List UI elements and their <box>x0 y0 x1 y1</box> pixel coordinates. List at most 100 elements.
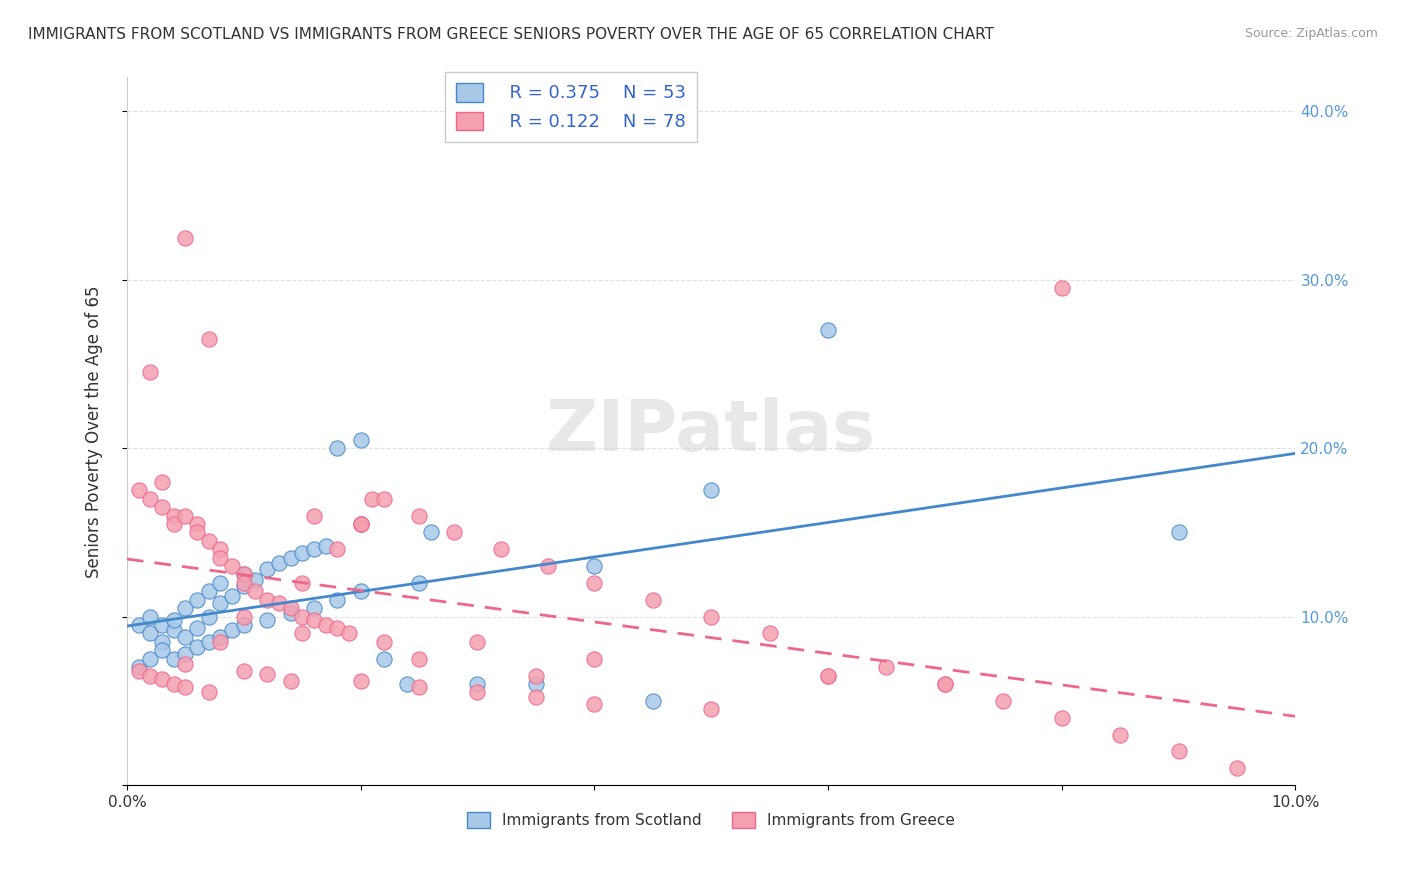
Point <box>524 690 547 705</box>
Point <box>221 590 243 604</box>
Point <box>302 508 325 523</box>
Point <box>197 332 219 346</box>
Point <box>174 601 197 615</box>
Point <box>139 626 162 640</box>
Point <box>163 508 186 523</box>
Point <box>373 491 395 506</box>
Point <box>163 516 186 531</box>
Point <box>232 664 254 678</box>
Point <box>326 592 349 607</box>
Point <box>641 694 664 708</box>
Point <box>326 441 349 455</box>
Point <box>197 635 219 649</box>
Text: Source: ZipAtlas.com: Source: ZipAtlas.com <box>1244 27 1378 40</box>
Point <box>408 681 430 695</box>
Point <box>443 525 465 540</box>
Point <box>1109 727 1132 741</box>
Point <box>232 567 254 582</box>
Point <box>186 525 208 540</box>
Point <box>315 618 337 632</box>
Point <box>396 677 419 691</box>
Point <box>291 545 314 559</box>
Point <box>302 613 325 627</box>
Point <box>256 666 278 681</box>
Point <box>163 651 186 665</box>
Point <box>150 475 173 489</box>
Point <box>349 433 371 447</box>
Point <box>128 664 150 678</box>
Point <box>128 618 150 632</box>
Point <box>139 491 162 506</box>
Point <box>291 575 314 590</box>
Point <box>993 694 1015 708</box>
Point <box>128 483 150 498</box>
Point <box>1167 744 1189 758</box>
Point <box>128 660 150 674</box>
Point <box>267 596 290 610</box>
Point <box>256 592 278 607</box>
Point <box>186 621 208 635</box>
Point <box>1167 525 1189 540</box>
Point <box>221 559 243 574</box>
Point <box>232 609 254 624</box>
Point <box>349 516 371 531</box>
Point <box>280 550 302 565</box>
Y-axis label: Seniors Poverty Over the Age of 65: Seniors Poverty Over the Age of 65 <box>86 285 103 577</box>
Point <box>1050 711 1073 725</box>
Point <box>302 601 325 615</box>
Point <box>373 635 395 649</box>
Point <box>150 643 173 657</box>
Point <box>583 559 606 574</box>
Point <box>817 323 839 337</box>
Point <box>583 651 606 665</box>
Point <box>349 516 371 531</box>
Point <box>209 635 232 649</box>
Point <box>280 606 302 620</box>
Point <box>1226 761 1249 775</box>
Point <box>174 657 197 671</box>
Point <box>337 626 360 640</box>
Point <box>209 575 232 590</box>
Point <box>209 550 232 565</box>
Point <box>232 567 254 582</box>
Point <box>174 647 197 661</box>
Point <box>349 584 371 599</box>
Text: IMMIGRANTS FROM SCOTLAND VS IMMIGRANTS FROM GREECE SENIORS POVERTY OVER THE AGE : IMMIGRANTS FROM SCOTLAND VS IMMIGRANTS F… <box>28 27 994 42</box>
Point <box>373 651 395 665</box>
Point <box>291 609 314 624</box>
Point <box>700 609 723 624</box>
Point <box>583 697 606 711</box>
Point <box>163 677 186 691</box>
Point <box>256 613 278 627</box>
Point <box>315 539 337 553</box>
Point <box>197 584 219 599</box>
Point <box>197 609 219 624</box>
Point <box>817 668 839 682</box>
Point <box>419 525 441 540</box>
Point <box>467 685 489 699</box>
Point <box>700 702 723 716</box>
Point <box>302 542 325 557</box>
Point <box>163 613 186 627</box>
Point <box>326 621 349 635</box>
Point <box>150 500 173 514</box>
Point <box>700 483 723 498</box>
Point <box>245 573 267 587</box>
Point <box>186 640 208 654</box>
Point <box>197 685 219 699</box>
Point <box>186 592 208 607</box>
Point <box>174 508 197 523</box>
Point <box>489 542 512 557</box>
Point <box>583 575 606 590</box>
Point <box>934 677 956 691</box>
Point <box>291 626 314 640</box>
Point <box>163 623 186 637</box>
Point <box>232 618 254 632</box>
Point <box>209 630 232 644</box>
Point <box>245 584 267 599</box>
Point <box>536 559 558 574</box>
Point <box>267 556 290 570</box>
Point <box>524 677 547 691</box>
Point <box>408 508 430 523</box>
Point <box>209 596 232 610</box>
